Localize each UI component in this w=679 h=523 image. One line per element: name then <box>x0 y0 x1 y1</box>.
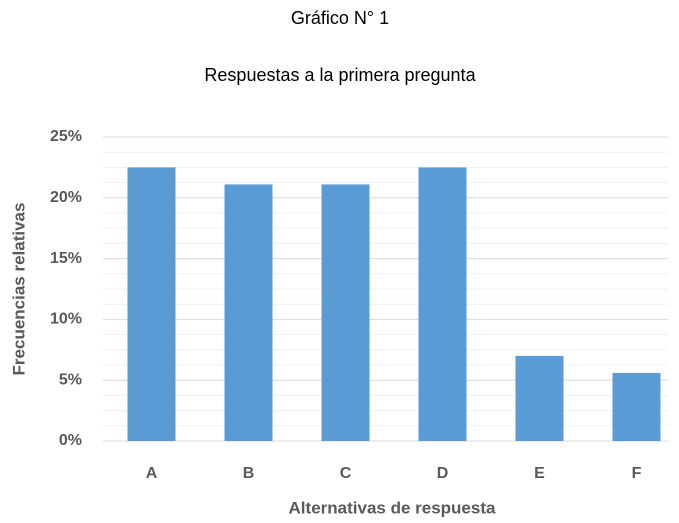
y-tick-label: 20% <box>50 189 82 206</box>
bar <box>612 372 661 441</box>
bar <box>224 184 273 441</box>
chart-subtitle: Respuestas a la primera pregunta <box>204 65 476 85</box>
x-tick-label: D <box>437 465 449 482</box>
bar <box>418 167 467 441</box>
chart-title: Gráfico N° 1 <box>291 8 389 28</box>
x-axis-title: Alternativas de respuesta <box>289 498 496 517</box>
bar <box>127 167 176 441</box>
x-tick-label: E <box>534 465 545 482</box>
y-tick-label: 15% <box>50 250 82 267</box>
bar <box>321 184 370 441</box>
y-tick-label: 0% <box>59 432 82 449</box>
x-tick-label: A <box>146 465 158 482</box>
y-tick-label: 5% <box>59 371 82 388</box>
x-tick-label: C <box>340 465 352 482</box>
x-tick-label: F <box>632 465 642 482</box>
bar <box>515 355 564 441</box>
y-tick-label: 25% <box>50 128 82 145</box>
x-tick-label: B <box>243 465 255 482</box>
y-tick-label: 10% <box>50 311 82 328</box>
y-axis-title: Frecuencias relativas <box>9 203 28 376</box>
